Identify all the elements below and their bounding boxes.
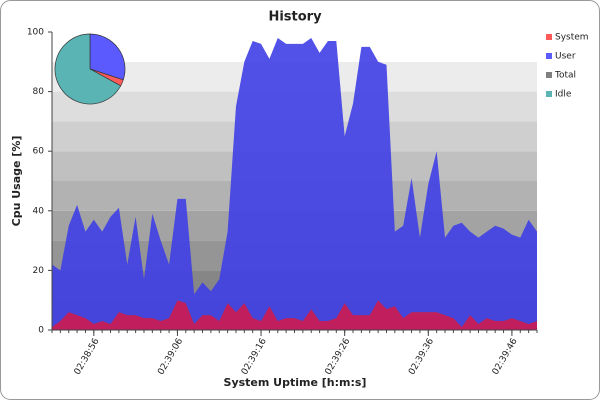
legend-swatch xyxy=(546,91,552,97)
y-axis-label: Cpu Usage [%] xyxy=(10,136,23,227)
legend-label: System xyxy=(555,33,589,43)
legend-swatch xyxy=(546,53,552,59)
legend-swatch xyxy=(546,72,552,78)
y-tick-label: 100 xyxy=(27,28,44,38)
y-tick-label: 0 xyxy=(38,326,44,336)
series-area xyxy=(52,300,537,330)
legend-label: Idle xyxy=(555,90,572,100)
y-tick-label: 40 xyxy=(33,206,45,216)
x-axis-label: System Uptime [h:m:s] xyxy=(224,376,367,389)
legend-label: Total xyxy=(554,71,576,81)
y-tick-label: 60 xyxy=(33,147,45,157)
series-area xyxy=(52,37,537,328)
y-tick-label: 20 xyxy=(33,266,45,276)
legend-label: User xyxy=(555,52,576,62)
y-tick-label: 80 xyxy=(33,87,45,97)
chart-title: History xyxy=(268,10,322,25)
pie-slice xyxy=(89,33,126,81)
legend-swatch xyxy=(546,34,552,40)
pie-slice xyxy=(54,33,122,105)
